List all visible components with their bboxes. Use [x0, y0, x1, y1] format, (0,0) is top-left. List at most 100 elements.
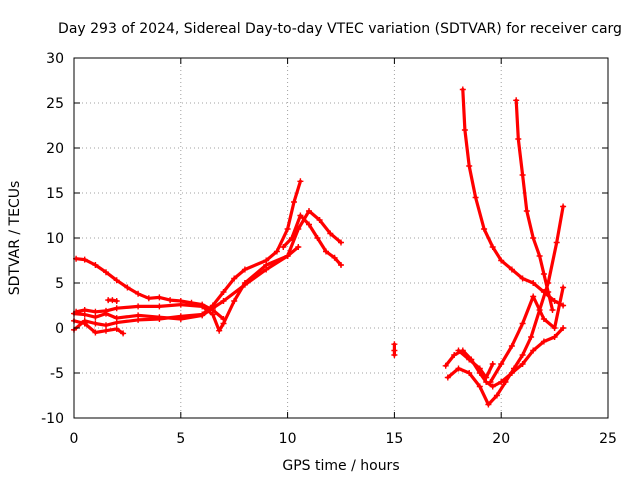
data-point	[81, 307, 88, 313]
data-point	[530, 347, 537, 354]
data-point	[487, 379, 494, 385]
y-tick-label: -10	[41, 411, 64, 427]
series-arc-14	[487, 284, 567, 385]
series-line	[488, 285, 565, 384]
data-point	[489, 244, 496, 250]
data-point	[103, 307, 109, 314]
series-arc-6	[105, 297, 120, 304]
data-point	[519, 275, 526, 282]
data-point	[536, 253, 543, 259]
data-point	[508, 266, 515, 273]
data-point	[483, 374, 490, 381]
data-point	[511, 365, 517, 372]
series-line	[444, 326, 565, 389]
data-point	[519, 172, 526, 178]
data-point	[113, 319, 120, 326]
series-arc-7	[280, 212, 344, 268]
series-arc-12	[444, 203, 567, 408]
x-axis-label: GPS time / hours	[282, 458, 399, 474]
y-tick-label: 25	[46, 96, 64, 112]
data-point	[459, 86, 466, 93]
data-point	[540, 338, 547, 345]
data-point	[284, 226, 291, 232]
data-point	[231, 275, 238, 282]
y-tick-label: -5	[50, 366, 64, 382]
data-point	[167, 297, 174, 304]
data-point	[241, 280, 248, 286]
data-point	[220, 298, 227, 304]
data-point	[513, 97, 520, 104]
data-point	[231, 298, 238, 304]
data-point	[476, 383, 483, 390]
data-point	[466, 370, 473, 376]
data-point	[288, 235, 295, 241]
y-tick-label: 30	[46, 51, 64, 67]
series-arc-1	[73, 255, 227, 322]
series-line	[446, 204, 565, 407]
data-point	[199, 303, 206, 310]
data-point	[113, 325, 120, 332]
data-point	[331, 254, 338, 261]
data-point	[540, 316, 547, 322]
data-point	[530, 293, 537, 300]
data-point	[135, 303, 142, 310]
data-point	[156, 303, 163, 310]
data-point	[553, 239, 560, 246]
data-point	[485, 401, 492, 408]
data-point	[502, 379, 509, 385]
data-point	[297, 212, 304, 219]
data-point	[489, 361, 496, 367]
data-point	[103, 269, 109, 276]
data-point	[519, 352, 526, 358]
series-arc-8	[391, 341, 398, 358]
data-point	[560, 325, 567, 331]
data-point	[297, 178, 304, 185]
data-point	[209, 311, 216, 318]
data-point	[540, 271, 547, 277]
x-tick-label: 20	[492, 431, 510, 447]
data-point	[323, 248, 329, 255]
data-point	[306, 208, 312, 214]
data-point	[519, 320, 526, 327]
data-point	[291, 199, 297, 205]
data-point	[530, 235, 537, 241]
data-point	[306, 221, 312, 228]
data-point	[241, 266, 248, 273]
data-point	[273, 248, 280, 255]
data-point	[135, 290, 142, 297]
series-arc-13	[455, 347, 496, 381]
x-tick-label: 15	[385, 431, 403, 447]
data-point	[81, 256, 88, 263]
data-point	[551, 334, 558, 340]
data-point	[472, 194, 479, 201]
data-point	[327, 230, 334, 237]
data-point	[295, 244, 302, 250]
data-point	[455, 347, 462, 354]
data-point	[523, 208, 530, 214]
data-point	[391, 341, 398, 348]
data-point	[530, 280, 537, 286]
data-point	[551, 325, 558, 331]
x-tick-label: 0	[70, 431, 79, 447]
data-point	[92, 320, 99, 327]
series-line	[456, 348, 495, 380]
data-point	[461, 127, 468, 133]
y-tick-label: 5	[55, 276, 64, 292]
data-point	[92, 314, 99, 321]
y-tick-label: 15	[46, 186, 64, 202]
y-axis-label: SDTVAR / TECUs	[7, 181, 23, 296]
data-point	[551, 298, 558, 304]
data-point	[92, 308, 99, 315]
series-line	[74, 257, 226, 321]
data-point	[124, 284, 131, 291]
data-point	[493, 392, 500, 399]
data-point	[216, 327, 223, 334]
data-point	[120, 330, 127, 337]
data-point	[199, 311, 206, 318]
y-tick-label: 10	[46, 231, 64, 247]
data-series	[71, 86, 567, 408]
data-point	[508, 343, 515, 349]
data-point	[498, 257, 505, 264]
x-tick-label: 10	[279, 431, 297, 447]
